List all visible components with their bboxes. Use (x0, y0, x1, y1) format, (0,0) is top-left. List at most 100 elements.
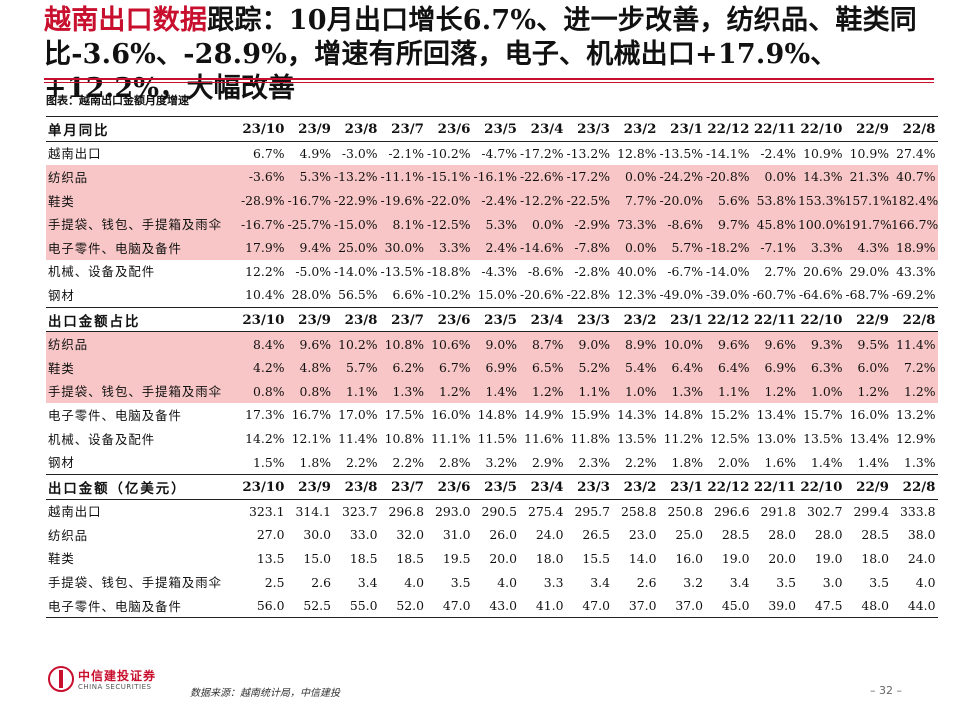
table-caption: 图表：越南出口金额月度增速 (46, 94, 189, 107)
table-cell: 31.0 (442, 527, 471, 543)
table-cell: -22.0% (426, 188, 473, 213)
table-cell: 13.5% (617, 431, 657, 447)
table-cell: 3.5 (776, 574, 796, 590)
title-text: 跟踪：10月出口增长6.7%、进一步改善，纺织品、鞋类同比-3.6%、-28.9… (44, 5, 918, 104)
table-row: 纺织品 8.4% 9.6% 10.2% 10.8% 10.6% 9.0% 8.7% 9.0% 8.… (46, 331, 938, 356)
table-cell: 40.0% (617, 263, 657, 279)
table-cell: -11.1% (379, 165, 426, 189)
table-cell: 323.1 (249, 503, 285, 519)
table-cell: 6.7% (426, 355, 473, 380)
column-header: 23/8 (333, 473, 380, 500)
table-cell: 4.2% (240, 355, 287, 380)
table-cell: 17.0% (338, 407, 378, 423)
column-header: 22/9 (844, 473, 891, 500)
table-cell: 9.0% (565, 331, 612, 356)
table-cell: 3.0 (822, 574, 843, 590)
table-cell: 293.0 (435, 503, 471, 519)
table-cell: 20.6% (803, 263, 843, 279)
table-row: 电子零件、电脑及备件 17.3% 16.7% 17.0% 17.5% 16.0% 14.8%… (46, 403, 938, 427)
column-header: 22/8 (891, 306, 938, 333)
column-header: 22/10 (798, 116, 845, 142)
table-cell: 5.7% (658, 235, 705, 260)
table-cell: 182.4% (891, 188, 938, 213)
table-cell: 43.0 (472, 593, 519, 619)
table-cell: -14.0% (333, 263, 378, 279)
table-cell: 3.3 (543, 574, 564, 590)
table-cell: 14.3% (617, 407, 657, 423)
table-cell: -16.7% (286, 188, 333, 213)
table-cell: 1.2% (751, 379, 798, 404)
table-cell: 11.2% (663, 431, 703, 447)
table-cell: 45.8% (751, 212, 798, 236)
table-cell: 2.7% (764, 263, 796, 279)
table-cell: -16.7% (240, 212, 287, 236)
table-cell: 19.0 (814, 550, 843, 566)
section-title: 出口金额（亿美元） (46, 473, 240, 500)
table-body: 单月同比 23/10 23/9 23/8 23/7 23/6 23/5 23/4 23/3 23/… (46, 116, 938, 619)
table-cell: 1.0% (798, 379, 845, 404)
table-row: 机械、设备及配件 12.2% -5.0% -14.0% -13.5% -18.8% -4.3… (46, 260, 938, 284)
table-cell: -18.2% (705, 235, 752, 260)
table-cell: 1.1% (333, 379, 380, 404)
column-header: 23/4 (519, 306, 566, 333)
table-cell: 1.1% (705, 379, 752, 404)
table-cell: 14.8% (477, 407, 517, 423)
table-cell: 295.7 (574, 503, 610, 519)
table-cell: 9.6% (286, 331, 333, 356)
table-cell: -8.6% (527, 263, 564, 279)
table-cell: 3.4 (729, 574, 750, 590)
table-cell: 28.0% (291, 287, 331, 303)
table-cell: 323.7 (342, 503, 378, 519)
table-cell: -14.0% (705, 263, 750, 279)
table-cell: 18.0 (535, 550, 564, 566)
table-cell: 47.5 (798, 593, 845, 619)
table-cell: 27.0 (256, 527, 285, 543)
table-cell: 10.2% (333, 331, 380, 356)
table-row: 越南出口 323.1 314.1 323.7 296.8 293.0 290.5 275.4 2… (46, 499, 938, 523)
column-header: 22/9 (844, 306, 891, 333)
table-row: 手提袋、钱包、手提箱及雨伞 2.5 2.6 3.4 4.0 3.5 4.0 3.3 3.4 2.6… (46, 570, 938, 594)
column-header: 23/8 (333, 306, 380, 333)
table-cell: 16.0 (675, 550, 703, 566)
table-cell: 0.0% (612, 165, 659, 189)
table-cell: 9.7% (705, 212, 752, 236)
row-label: 鞋类 (46, 355, 240, 380)
title-rule-thin (44, 82, 934, 83)
table-cell: 10.6% (426, 331, 473, 356)
table-cell: 37.0 (612, 593, 659, 619)
row-label: 机械、设备及配件 (48, 431, 156, 447)
table-cell: -13.2% (566, 145, 610, 161)
table-cell: 52.5 (286, 593, 333, 619)
table-cell: 7.2% (891, 355, 938, 380)
column-header: 23/3 (565, 473, 612, 500)
table-cell: 56.5% (338, 287, 378, 303)
table-cell: 14.3% (798, 165, 845, 189)
table-cell: -2.9% (565, 212, 612, 236)
company-logo: 中信建投证券 CHINA SECURITIES (48, 664, 168, 698)
table-cell: 6.2% (379, 355, 426, 380)
column-header: 22/9 (844, 116, 891, 142)
column-header: 23/6 (426, 306, 473, 333)
column-header: 23/1 (658, 306, 705, 333)
table-cell: 20.0 (768, 550, 796, 566)
table-cell: 3.4 (357, 574, 378, 590)
table-cell: 1.1% (565, 379, 612, 404)
table-cell: 1.4% (472, 379, 519, 404)
table-cell: 100.0% (798, 212, 845, 236)
table-cell: 9.4% (286, 235, 333, 260)
table-cell: 1.0% (612, 379, 659, 404)
column-header: 23/3 (565, 116, 612, 142)
table-cell: 28.0 (768, 527, 796, 543)
table-cell: 11.4% (891, 331, 938, 356)
table-cell: -49.0% (659, 287, 703, 303)
table-cell: -4.3% (481, 263, 517, 279)
table-cell: -8.6% (658, 212, 705, 236)
table-cell: -12.2% (519, 188, 566, 213)
column-header: 23/5 (472, 306, 519, 333)
table-cell: 27.4% (896, 145, 936, 161)
section-header-row: 出口金额（亿美元） 23/10 23/9 23/8 23/7 23/6 23/5 23/4 23… (46, 473, 938, 500)
table-cell: 8.7% (519, 331, 566, 356)
table-row: 钢材 1.5% 1.8% 2.2% 2.2% 2.8% 3.2% 2.9% 2.3% 2.2% 1.… (46, 450, 938, 474)
table-cell: 296.8 (388, 503, 424, 519)
table-cell: 1.2% (891, 379, 938, 404)
